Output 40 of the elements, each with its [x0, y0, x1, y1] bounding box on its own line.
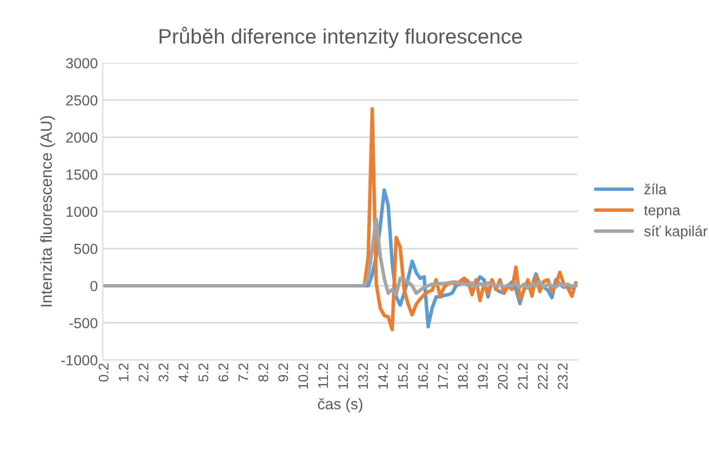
x-tick-label: 8.2	[258, 363, 268, 382]
x-tick-label: 14.2	[378, 363, 388, 389]
line-series	[103, 217, 578, 296]
x-tick-label: 6.2	[218, 363, 228, 382]
y-axis-title: Intenzita fluorescence (AU)	[40, 116, 56, 306]
x-tick-label: 10.2	[298, 363, 308, 389]
x-tick-label: 16.2	[418, 363, 428, 389]
x-tick-label: 3.2	[158, 363, 168, 382]
x-tick-label: 11.2	[318, 363, 328, 388]
x-tick-label: 1.2	[118, 363, 128, 382]
x-tick-label: 4.2	[178, 363, 188, 382]
x-tick-label: 7.2	[238, 363, 248, 382]
y-tick-label: 1500	[66, 169, 98, 180]
x-tick-label: 19.2	[478, 363, 488, 389]
x-axis-title: čas (s)	[318, 398, 362, 412]
x-tick-label: 18.2	[458, 363, 468, 389]
y-tick-label: 2000	[66, 132, 98, 143]
chart-title: Průběh diference intenzity fluorescence	[160, 26, 522, 48]
y-tick-label: 2500	[66, 95, 98, 106]
x-tick-label: 22.2	[538, 363, 548, 390]
y-tick-label: 3000	[66, 58, 98, 68]
x-tick-label: 17.2	[438, 363, 448, 389]
y-tick-label: -1000	[61, 355, 98, 366]
x-tick-label: 21.2	[518, 363, 528, 390]
x-tick-label: 13.2	[358, 363, 368, 389]
x-tick-label: 20.2	[498, 363, 508, 390]
y-tick-label: 1000	[66, 206, 98, 217]
x-tick-label: 23.2	[558, 363, 568, 390]
legend-label: síť kapilár	[644, 226, 708, 240]
x-tick-label: 9.2	[278, 363, 288, 382]
y-tick-label: 500	[74, 244, 98, 254]
x-tick-label: 15.2	[398, 363, 408, 389]
legend-label: žíla	[644, 184, 667, 194]
y-tick-label: 0	[90, 280, 98, 292]
x-tick-label: 12.2	[338, 363, 348, 389]
x-tick-label: 5.2	[198, 363, 208, 382]
y-tick-label: -500	[69, 318, 98, 328]
x-tick-label: 2.2	[138, 363, 148, 382]
legend-label: tepna	[644, 206, 680, 218]
x-tick-label: 0.2	[98, 363, 109, 382]
